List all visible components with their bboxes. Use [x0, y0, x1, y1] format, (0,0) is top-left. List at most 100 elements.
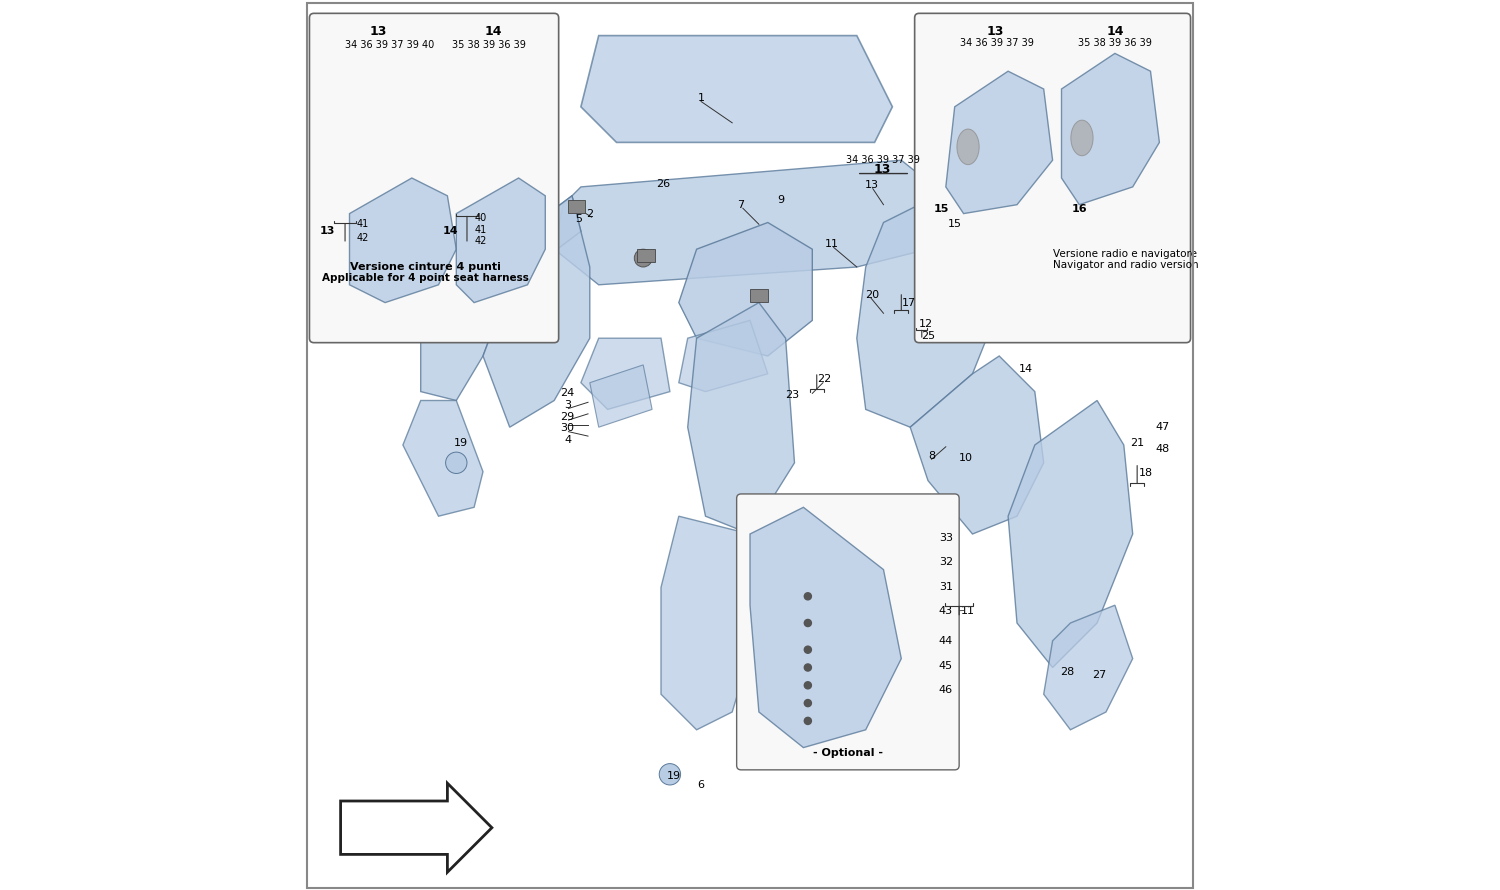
Polygon shape [340, 783, 492, 872]
Text: 32: 32 [939, 557, 952, 568]
Circle shape [804, 646, 812, 653]
Text: 16: 16 [1071, 204, 1088, 214]
Text: 30: 30 [561, 423, 574, 433]
Text: 20: 20 [865, 290, 879, 301]
Text: 42: 42 [474, 236, 486, 247]
Text: 4: 4 [564, 434, 572, 445]
Text: 27: 27 [1092, 669, 1106, 680]
Text: 24: 24 [561, 388, 574, 399]
Polygon shape [910, 356, 1044, 534]
Bar [567, 200, 585, 213]
Polygon shape [662, 516, 759, 730]
Text: 43: 43 [939, 605, 952, 616]
Circle shape [658, 764, 681, 785]
Text: Versione cinture 4 punti: Versione cinture 4 punti [350, 262, 501, 272]
FancyBboxPatch shape [309, 13, 558, 343]
Text: 17: 17 [902, 297, 915, 308]
Text: 29: 29 [561, 411, 574, 422]
Text: 44: 44 [939, 635, 952, 646]
Text: 48: 48 [1155, 443, 1168, 454]
Text: 14: 14 [484, 25, 502, 37]
Text: 34 36 39 37 39 40: 34 36 39 37 39 40 [345, 39, 433, 50]
Bar [750, 289, 768, 302]
Text: 13: 13 [986, 25, 1004, 37]
Text: 15: 15 [948, 219, 962, 230]
Text: 15: 15 [933, 204, 950, 214]
Text: 19: 19 [668, 771, 681, 781]
Polygon shape [1062, 53, 1160, 205]
Text: 3: 3 [564, 400, 572, 410]
Text: 31: 31 [939, 581, 952, 592]
Ellipse shape [957, 129, 980, 165]
Polygon shape [680, 320, 768, 392]
Text: 35 38 39 36 39: 35 38 39 36 39 [453, 39, 526, 50]
Polygon shape [680, 222, 813, 356]
Text: 10: 10 [958, 453, 972, 464]
Polygon shape [420, 196, 580, 400]
Text: 45: 45 [939, 660, 952, 671]
Text: 34 36 39 37 39: 34 36 39 37 39 [846, 155, 920, 166]
Text: 21: 21 [1130, 438, 1144, 449]
Text: 14: 14 [1106, 25, 1124, 37]
Text: 11: 11 [825, 239, 839, 249]
Text: 13: 13 [874, 163, 891, 175]
Text: 42: 42 [357, 232, 369, 243]
Bar [638, 249, 656, 262]
Circle shape [446, 452, 466, 473]
Text: Applicable for 4 point seat harness: Applicable for 4 point seat harness [321, 272, 528, 283]
Text: 26: 26 [657, 179, 670, 190]
Polygon shape [1008, 400, 1132, 668]
Polygon shape [554, 160, 946, 285]
Text: Versione radio e navigatore: Versione radio e navigatore [1053, 248, 1197, 259]
Text: 28: 28 [1059, 667, 1074, 677]
Text: 33: 33 [939, 533, 952, 544]
Text: 12: 12 [920, 319, 933, 329]
Text: 34 36 39 37 39: 34 36 39 37 39 [960, 37, 1035, 48]
Text: 41: 41 [474, 224, 486, 235]
Circle shape [804, 664, 812, 671]
Polygon shape [456, 178, 546, 303]
Text: 22: 22 [816, 374, 831, 384]
Text: 40: 40 [474, 213, 486, 223]
Text: 7: 7 [738, 199, 744, 210]
Polygon shape [483, 196, 590, 427]
Circle shape [804, 593, 812, 600]
Text: 13: 13 [865, 180, 879, 190]
Text: 35 38 39 36 39: 35 38 39 36 39 [1078, 37, 1152, 48]
Polygon shape [580, 36, 892, 142]
Text: 14: 14 [442, 226, 458, 237]
Text: 13: 13 [320, 226, 334, 237]
FancyBboxPatch shape [915, 13, 1191, 343]
Polygon shape [350, 178, 456, 303]
Text: 18: 18 [1138, 468, 1154, 479]
Polygon shape [580, 338, 670, 409]
Text: - Optional -: - Optional - [813, 748, 883, 758]
Text: 41: 41 [357, 219, 369, 230]
Text: 8: 8 [928, 450, 934, 461]
Polygon shape [1044, 605, 1132, 730]
Polygon shape [946, 71, 1053, 214]
Circle shape [634, 249, 652, 267]
Polygon shape [856, 187, 1008, 427]
FancyBboxPatch shape [736, 494, 958, 770]
Text: 14: 14 [1019, 364, 1034, 375]
Text: 13: 13 [369, 25, 387, 37]
Polygon shape [404, 400, 483, 516]
Ellipse shape [1071, 120, 1094, 156]
Text: 1: 1 [698, 93, 705, 103]
Polygon shape [687, 303, 795, 534]
Circle shape [804, 700, 812, 707]
Text: 25: 25 [921, 331, 934, 342]
Text: Navigator and radio version: Navigator and radio version [1053, 260, 1199, 271]
Circle shape [804, 717, 812, 724]
Text: 11: 11 [962, 605, 975, 616]
Polygon shape [750, 507, 902, 748]
Circle shape [804, 619, 812, 627]
Text: 2: 2 [586, 208, 594, 219]
Text: 23: 23 [784, 390, 800, 400]
Text: 47: 47 [1155, 422, 1168, 433]
Text: 19: 19 [453, 438, 468, 449]
Text: 6: 6 [698, 780, 705, 790]
Text: 5: 5 [576, 214, 582, 224]
Polygon shape [590, 365, 652, 427]
